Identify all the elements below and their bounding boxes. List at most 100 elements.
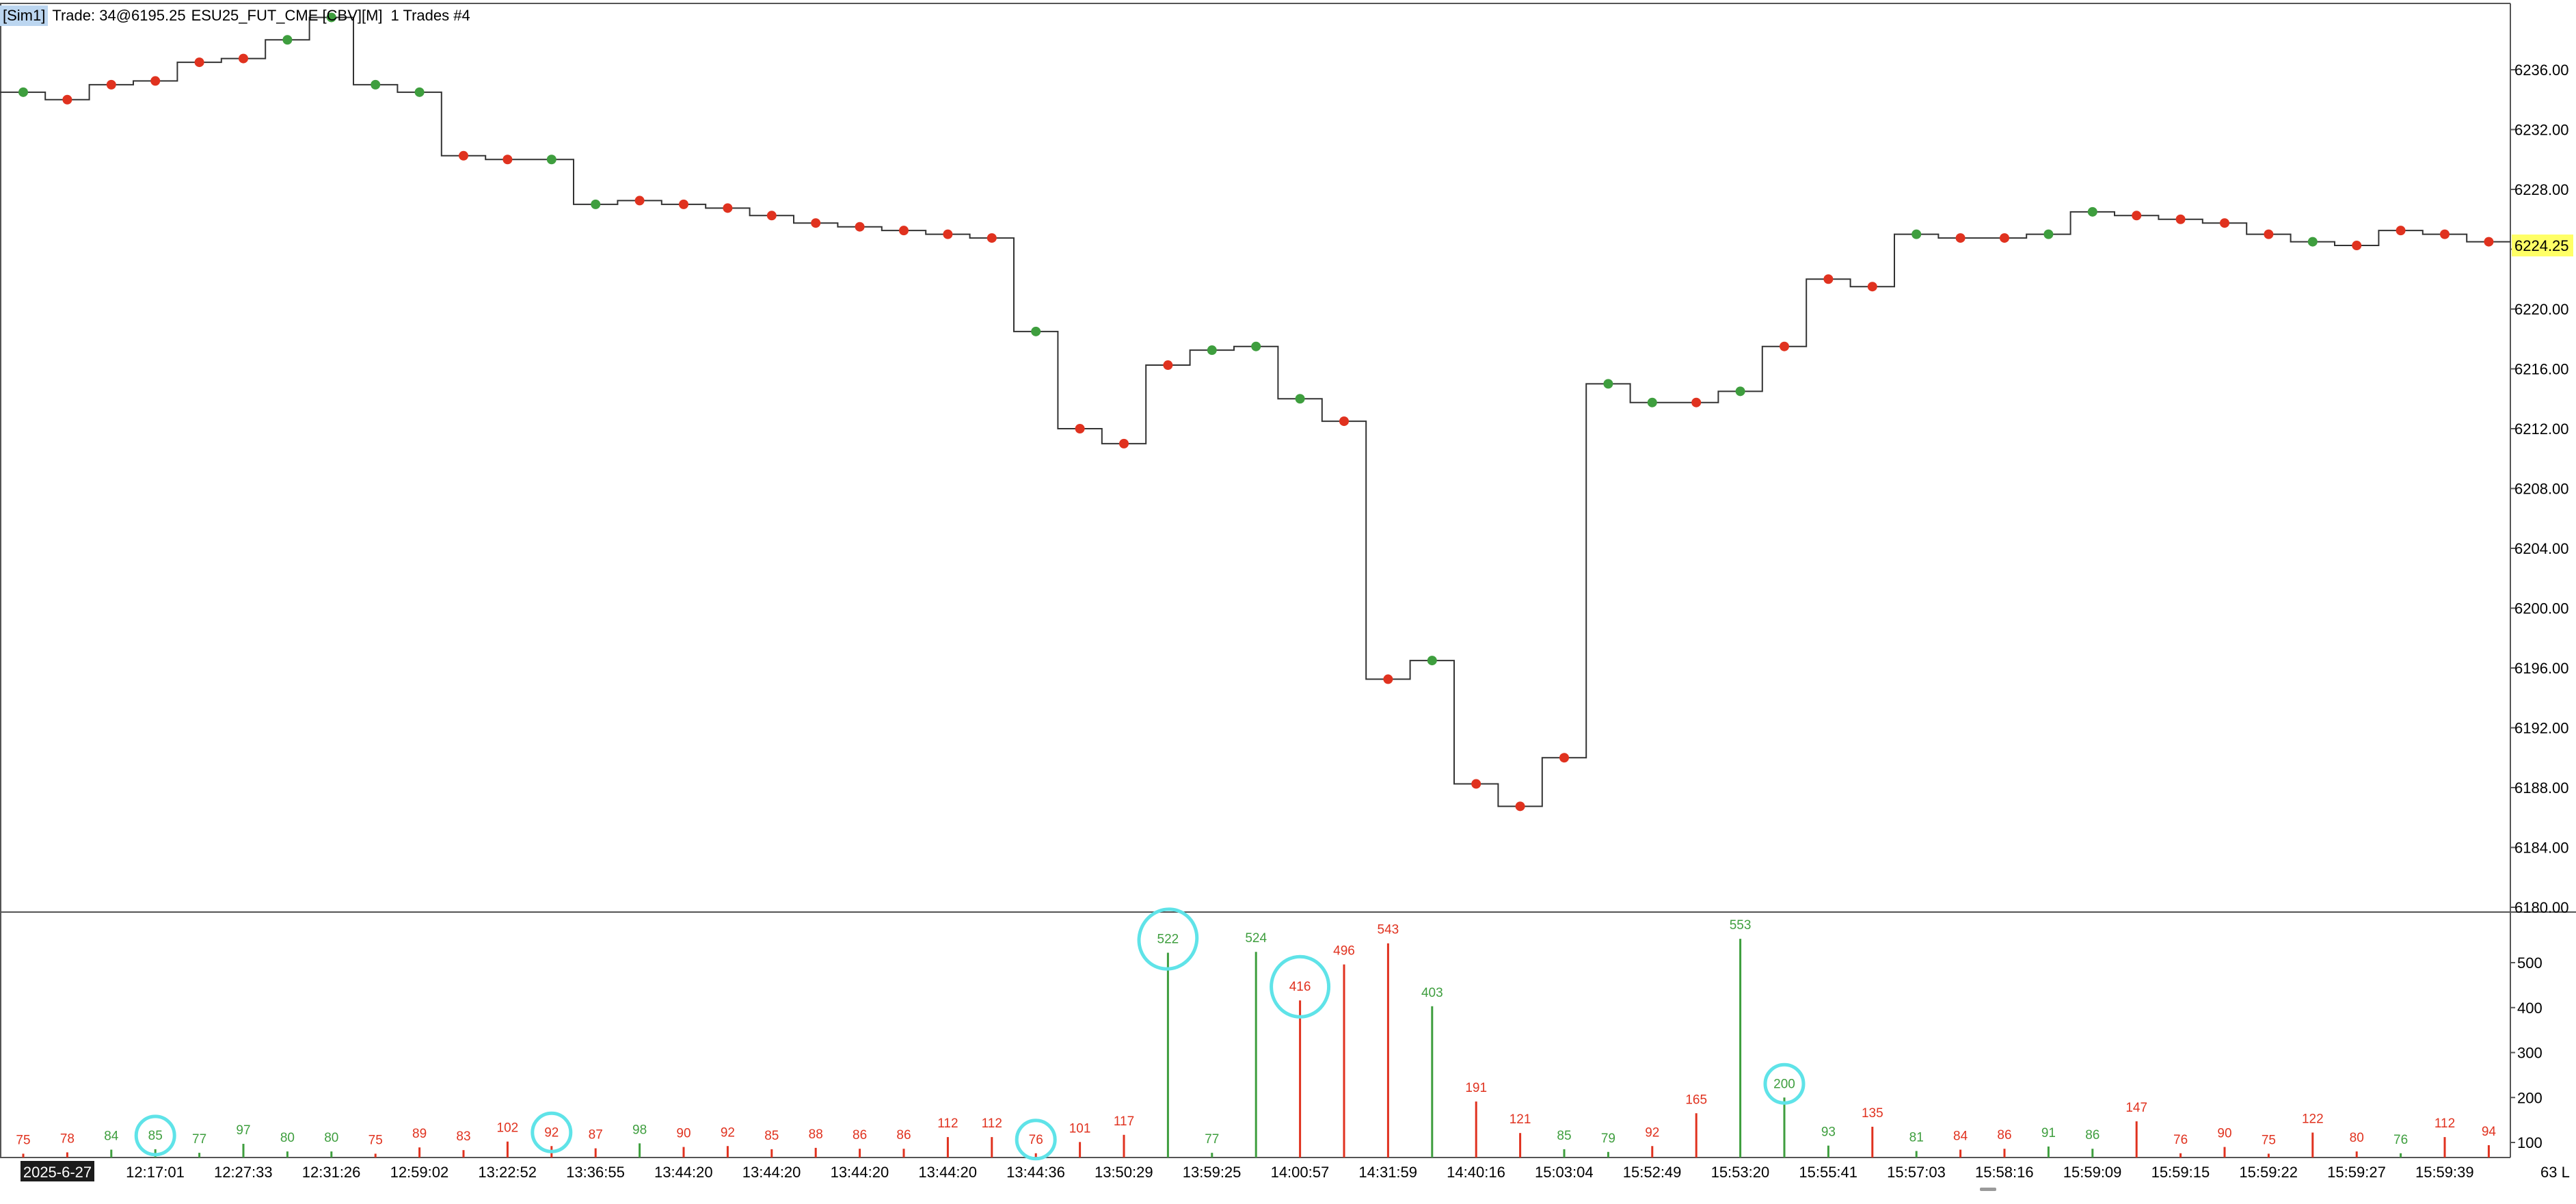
volume-data-label: 75: [16, 1133, 30, 1147]
price-point: [1867, 282, 1877, 292]
volume-data-label: 102: [497, 1121, 519, 1136]
time-axis-tick-label: 13:36:55: [566, 1164, 625, 1181]
volume-highlight-circle: [1763, 1062, 1806, 1105]
price-axis-tick-label: 6200.00: [2514, 600, 2569, 617]
price-point: [899, 226, 909, 236]
time-axis-tick-label: 14:40:16: [1447, 1164, 1505, 1181]
time-axis-tick-label: 13:44:20: [831, 1164, 889, 1181]
volume-data-label: 80: [2350, 1131, 2364, 1145]
time-axis-tick-label: 15:52:49: [1623, 1164, 1682, 1181]
volume-data-label: 165: [1685, 1093, 1707, 1107]
time-axis-tick-label: 13:44:20: [742, 1164, 801, 1181]
volume-data-label: 121: [1510, 1112, 1531, 1127]
time-axis-tick-label: 15:53:20: [1711, 1164, 1770, 1181]
volume-data-label: 112: [937, 1116, 958, 1131]
volume-data-label: 553: [1730, 918, 1752, 933]
time-axis-tick-label: 15:55:41: [1799, 1164, 1857, 1181]
price-axis-tick-label: 6216.00: [2514, 361, 2569, 378]
volume-axis-tick-label: 400: [2517, 1000, 2543, 1017]
price-point: [1163, 360, 1173, 371]
price-point: [1075, 424, 1085, 433]
scroll-handle[interactable]: [1980, 1188, 1996, 1191]
price-point: [18, 87, 28, 97]
date-label: 2025-6-27: [23, 1164, 92, 1181]
price-point: [1647, 397, 1657, 407]
price-axis-tick-label: 6204.00: [2514, 540, 2569, 557]
volume-data-label: 90: [2217, 1127, 2231, 1141]
volume-data-label: 85: [148, 1129, 163, 1143]
price-axis-tick-label: 6196.00: [2514, 660, 2569, 677]
time-axis-tick-label: 15:59:15: [2151, 1164, 2210, 1181]
price-axis-tick-label: 6188.00: [2514, 779, 2569, 797]
price-point: [2000, 233, 2009, 243]
time-axis-tick-label: 12:31:26: [302, 1164, 361, 1181]
volume-data-label: 80: [324, 1131, 338, 1145]
time-axis-tick-label: 13:44:36: [1006, 1164, 1065, 1181]
volume-data-label: 76: [2173, 1133, 2188, 1147]
volume-data-label: 91: [2041, 1126, 2056, 1140]
volume-data-label: 77: [192, 1132, 206, 1147]
price-point: [2264, 229, 2274, 239]
price-axis-tick-label: 6232.00: [2514, 122, 2569, 139]
price-point: [502, 155, 513, 165]
volume-data-label: 403: [1421, 986, 1443, 1000]
volume-data-label: 86: [853, 1128, 867, 1142]
price-point: [150, 76, 161, 86]
price-point: [723, 203, 733, 213]
price-axis-tick-label: 6228.00: [2514, 181, 2569, 198]
volume-data-label: 88: [809, 1127, 823, 1142]
price-point: [2132, 211, 2142, 221]
price-point: [2043, 229, 2054, 239]
volume-data-label: 117: [1114, 1114, 1134, 1129]
volume-data-label: 200: [1773, 1077, 1795, 1091]
volume-data-label: 80: [280, 1131, 295, 1145]
volume-data-label: 191: [1465, 1081, 1487, 1095]
price-point: [1691, 397, 1702, 407]
time-axis-tick-label: 14:31:59: [1358, 1164, 1417, 1181]
price-point: [282, 35, 293, 45]
volume-data-label: 101: [1069, 1121, 1091, 1136]
volume-data-label: 86: [1997, 1128, 2011, 1142]
time-axis-tick-label: 15:59:39: [2415, 1164, 2474, 1181]
price-point: [2175, 214, 2186, 224]
price-point: [371, 79, 381, 90]
price-axis-tick-label: 6184.00: [2514, 840, 2569, 857]
trade-label: Trade: 34@6195.25: [52, 7, 186, 24]
time-axis-tick-label: 13:22:52: [478, 1164, 537, 1181]
price-point: [1780, 341, 1789, 351]
time-axis-tick-label: 12:17:01: [126, 1164, 185, 1181]
volume-data-label: 78: [60, 1132, 75, 1146]
volume-highlight-circle: [531, 1111, 573, 1153]
price-axis-tick-label: 6220.00: [2514, 301, 2569, 318]
volume-data-label: 84: [1953, 1129, 1968, 1144]
volume-data-label: 77: [1205, 1132, 1219, 1147]
volume-data-label: 81: [1909, 1130, 1924, 1145]
trades-count-label: 1 Trades #4: [390, 7, 470, 24]
time-axis-tick-label: 13:44:20: [654, 1164, 713, 1181]
time-axis-tick-label: 15:59:27: [2327, 1164, 2386, 1181]
price-axis-tick-label: 6236.00: [2514, 62, 2569, 79]
price-point: [1383, 674, 1393, 684]
price-point: [591, 199, 601, 209]
time-axis-tick-label: 15:57:03: [1887, 1164, 1946, 1181]
volume-data-label: 416: [1289, 980, 1311, 994]
time-axis-tick-label: 13:44:20: [918, 1164, 977, 1181]
price-point: [1119, 438, 1129, 449]
volume-data-label: 87: [589, 1128, 603, 1142]
time-axis-tick-label: 12:59:02: [390, 1164, 449, 1181]
volume-data-label: 147: [2125, 1101, 2147, 1115]
price-point: [1955, 233, 1965, 243]
price-point: [766, 211, 777, 221]
price-point: [546, 155, 556, 165]
time-axis-tick-label: 13:59:25: [1183, 1164, 1242, 1181]
sim-account-label[interactable]: [Sim1]: [0, 5, 49, 26]
volume-data-label: 93: [1821, 1125, 1836, 1140]
price-point: [1603, 379, 1613, 389]
price-point: [1339, 416, 1349, 427]
volume-highlight-circle: [1270, 954, 1331, 1019]
price-point: [326, 12, 336, 23]
price-point: [459, 150, 468, 161]
time-axis-tick-label: 15:59:09: [2063, 1164, 2122, 1181]
